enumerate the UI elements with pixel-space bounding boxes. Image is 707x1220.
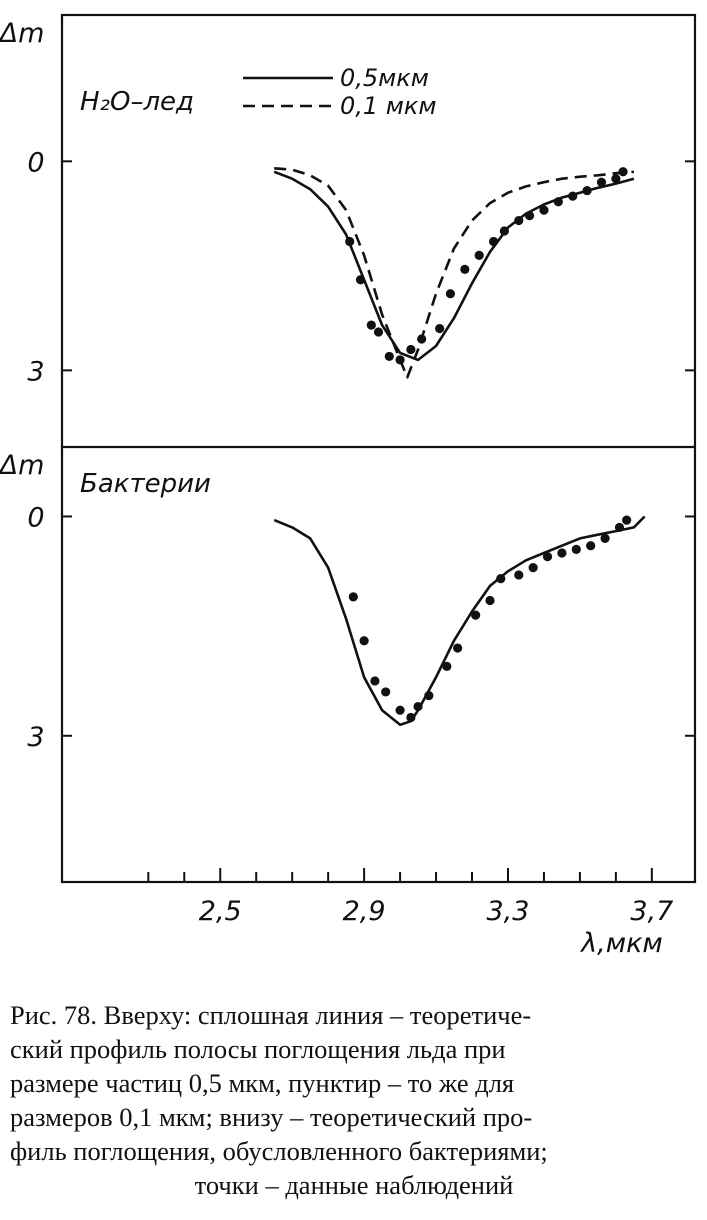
- data-point-top-1: [355, 275, 366, 285]
- data-point-top-2: [366, 320, 376, 330]
- data-point-bottom-5: [406, 712, 416, 723]
- y-tick-label-top-1: 3: [27, 356, 44, 387]
- series-line-top-1: [274, 167, 635, 379]
- data-point-bottom-4: [395, 705, 405, 715]
- y-tick-label-bottom-1: 3: [27, 722, 44, 753]
- y-axis-label-top: Δm: [0, 18, 44, 49]
- legend-label-0: 0,5мкм: [340, 64, 429, 92]
- chart-series: [273, 167, 646, 727]
- x-tick-label-2: 3,3: [487, 896, 530, 927]
- series-line-bottom-0: [273, 515, 646, 727]
- data-point-bottom-0: [348, 592, 358, 602]
- legend-label-1: 0,1 мкм: [340, 92, 437, 120]
- figure-caption: Рис. 78. Вверху: сплошная линия – теорет…: [10, 998, 698, 1202]
- data-point-top-8: [435, 323, 445, 334]
- data-point-bottom-3: [381, 687, 391, 697]
- panel-label-bottom: Бактерии: [80, 469, 211, 499]
- data-point-top-3: [373, 327, 384, 337]
- data-point-bottom-16: [557, 548, 567, 558]
- data-point-bottom-2: [370, 676, 380, 686]
- data-point-bottom-11: [485, 595, 495, 606]
- caption-line-2: ский профиль полосы поглощения льда при: [10, 1034, 506, 1064]
- data-point-top-14: [514, 215, 524, 226]
- data-point-bottom-9: [453, 643, 463, 653]
- data-point-bottom-1: [359, 636, 369, 646]
- data-point-bottom-20: [614, 522, 625, 533]
- y-tick-label-top-0: 0: [27, 147, 44, 178]
- data-point-bottom-10: [471, 610, 481, 620]
- data-point-bottom-6: [413, 701, 423, 712]
- data-point-top-17: [553, 197, 563, 207]
- caption-line-6: точки – данные наблюдений: [194, 1170, 514, 1200]
- data-point-bottom-8: [442, 661, 452, 671]
- axis-labels: 0 3 Δm H₂O–лед 0 3 Δm Бактерии 2,5 2,9 3,3 3,7λ,мкм: [0, 18, 673, 959]
- data-point-top-16: [539, 205, 549, 215]
- data-point-top-18: [568, 191, 578, 201]
- caption-line-3: размере частиц 0,5 мкм, пунктир – то же …: [10, 1068, 515, 1098]
- figure: 0 3 Δm H₂O–лед 0 3 Δm Бактерии 2,5 2,9 3,3 3,7λ,мкм…: [0, 13, 697, 959]
- data-point-top-7: [417, 334, 427, 344]
- chart-frame: [60, 13, 697, 884]
- x-tick-label-3: 3,7: [630, 896, 673, 927]
- x-tick-label-1: 2,9: [343, 896, 386, 927]
- data-point-bottom-18: [586, 541, 596, 551]
- data-point-bottom-19: [600, 533, 610, 543]
- data-point-top-20: [596, 177, 607, 187]
- plot-border: [60, 13, 697, 884]
- data-point-bottom-13: [514, 570, 524, 580]
- data-point-top-19: [582, 185, 592, 196]
- panel-label-top: H₂O–лед: [80, 87, 194, 117]
- data-point-top-11: [474, 250, 484, 260]
- series-line-top-0: [273, 170, 635, 362]
- data-point-top-6: [406, 344, 416, 355]
- data-point-top-5: [395, 355, 405, 365]
- data-point-bottom-15: [542, 552, 553, 562]
- data-point-top-4: [384, 351, 394, 362]
- data-point-bottom-17: [571, 544, 581, 554]
- caption-line-5: филь поглощения, обусловленного бактерия…: [10, 1136, 548, 1166]
- data-point-bottom-7: [424, 690, 434, 701]
- data-point-top-22: [618, 167, 628, 177]
- data-point-top-0: [345, 236, 355, 247]
- data-point-top-15: [524, 211, 535, 221]
- data-point-bottom-21: [622, 515, 632, 525]
- data-point-top-21: [611, 174, 621, 184]
- x-axis-label: λ,мкм: [579, 928, 663, 959]
- data-point-top-9: [445, 289, 456, 299]
- x-tick-label-0: 2,5: [199, 896, 242, 927]
- axis-ticks: [62, 160, 695, 882]
- data-point-bottom-14: [528, 563, 538, 573]
- data-point-top-13: [499, 226, 509, 236]
- y-tick-label-bottom-0: 0: [27, 502, 44, 533]
- y-axis-label-bottom: Δm: [0, 450, 44, 481]
- data-point-bottom-12: [496, 573, 506, 584]
- data-point-top-12: [488, 236, 499, 247]
- caption-line-1: Рис. 78. Вверху: сплошная линия – теорет…: [10, 1000, 532, 1030]
- caption-line-4: размеров 0,1 мкм; внизу – теоретический …: [10, 1102, 533, 1132]
- data-point-top-10: [460, 264, 470, 274]
